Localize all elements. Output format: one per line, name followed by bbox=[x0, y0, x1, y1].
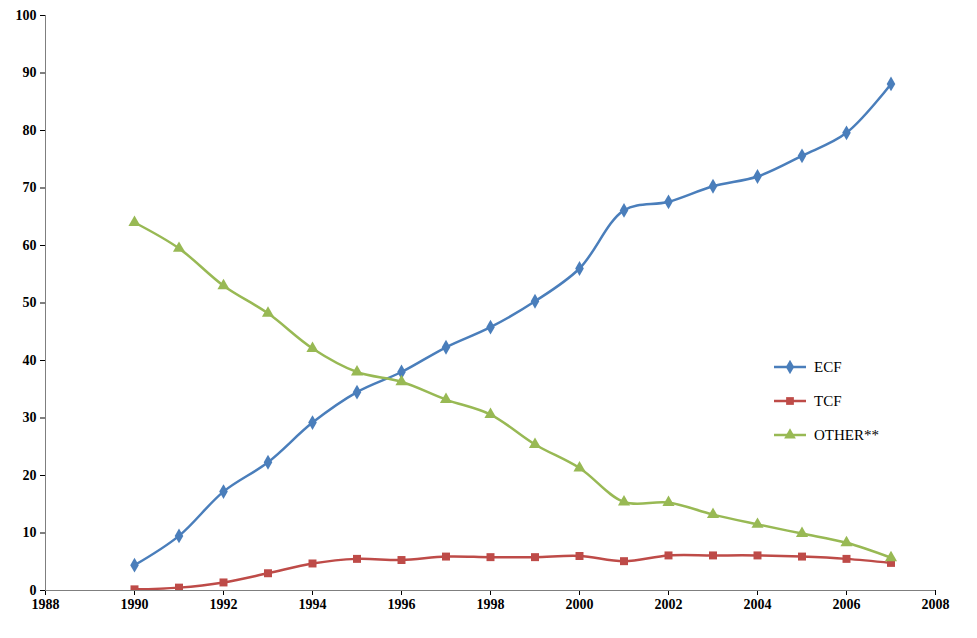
svg-text:1994: 1994 bbox=[299, 597, 327, 612]
svg-text:2008: 2008 bbox=[922, 597, 950, 612]
svg-text:40: 40 bbox=[23, 353, 37, 368]
svg-text:1990: 1990 bbox=[121, 597, 149, 612]
html-text:OTHER**: OTHER** bbox=[814, 426, 879, 443]
svg-text:0: 0 bbox=[30, 583, 37, 598]
html-text:TCF: TCF bbox=[814, 392, 842, 409]
svg-text:2000: 2000 bbox=[566, 597, 594, 612]
svg-text:1998: 1998 bbox=[477, 597, 505, 612]
svg-text:1996: 1996 bbox=[388, 597, 416, 612]
svg-text:30: 30 bbox=[23, 410, 37, 425]
svg-text:100: 100 bbox=[16, 8, 37, 23]
svg-text:70: 70 bbox=[23, 180, 37, 195]
svg-text:1992: 1992 bbox=[210, 597, 238, 612]
svg-text:2006: 2006 bbox=[833, 597, 861, 612]
svg-text:50: 50 bbox=[23, 295, 37, 310]
svg-text:2002: 2002 bbox=[655, 597, 683, 612]
svg-text:60: 60 bbox=[23, 238, 37, 253]
svg-text:90: 90 bbox=[23, 65, 37, 80]
svg-text:2004: 2004 bbox=[744, 597, 772, 612]
svg-text:80: 80 bbox=[23, 123, 37, 138]
html-text:ECF: ECF bbox=[814, 358, 842, 375]
svg-text:1988: 1988 bbox=[32, 597, 60, 612]
svg-text:20: 20 bbox=[23, 468, 37, 483]
svg-text:10: 10 bbox=[23, 525, 37, 540]
